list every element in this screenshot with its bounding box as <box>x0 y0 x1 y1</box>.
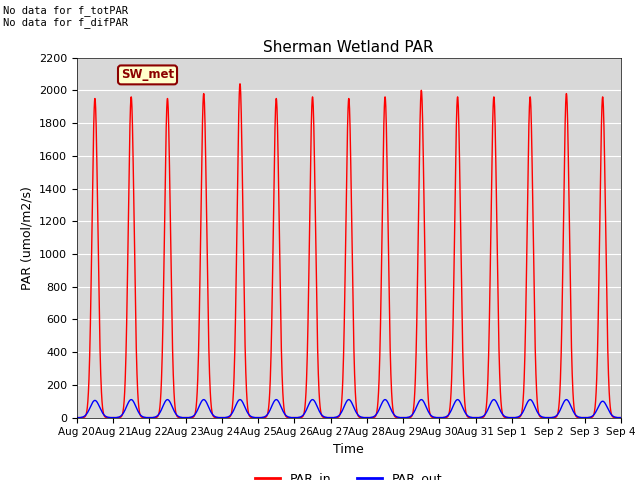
X-axis label: Time: Time <box>333 443 364 456</box>
Legend: PAR_in, PAR_out: PAR_in, PAR_out <box>250 467 447 480</box>
PAR_out <box>606 410 614 416</box>
Text: SW_met: SW_met <box>121 68 174 82</box>
PAR_in <box>135 405 143 410</box>
PAR_in <box>617 415 625 420</box>
PAR_in <box>167 269 175 275</box>
PAR_in <box>606 403 614 408</box>
Line: PAR_in: PAR_in <box>77 84 621 418</box>
PAR_in <box>236 81 244 87</box>
PAR_out <box>305 401 313 407</box>
PAR_out <box>548 415 556 420</box>
PAR_out <box>168 402 175 408</box>
Y-axis label: PAR (umol/m2/s): PAR (umol/m2/s) <box>20 186 33 289</box>
Line: PAR_out: PAR_out <box>77 399 621 418</box>
PAR_out <box>127 396 135 402</box>
Text: No data for f_totPAR
No data for f_difPAR: No data for f_totPAR No data for f_difPA… <box>3 5 128 28</box>
Title: Sherman Wetland PAR: Sherman Wetland PAR <box>264 40 434 55</box>
PAR_in <box>548 415 556 420</box>
PAR_out <box>73 415 81 420</box>
PAR_out <box>282 412 289 418</box>
PAR_in <box>282 413 289 419</box>
PAR_out <box>135 410 143 416</box>
PAR_in <box>305 256 313 262</box>
PAR_in <box>73 415 81 420</box>
PAR_out <box>617 415 625 420</box>
